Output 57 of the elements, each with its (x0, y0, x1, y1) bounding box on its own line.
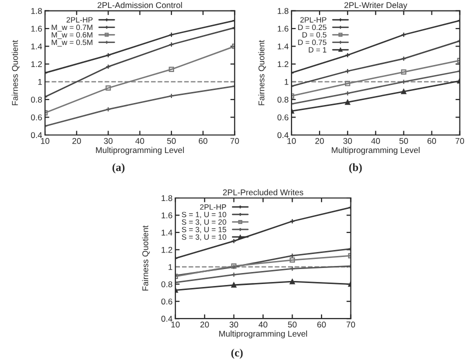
y-tick-label: 1.4 (278, 44, 288, 50)
x-tick-label: 40 (135, 138, 144, 144)
y-tick-label: 0.6 (30, 114, 42, 120)
x-tick-label: 40 (371, 138, 380, 144)
y-tick-label: 1.8 (278, 8, 288, 14)
x-tick-label: 20 (72, 138, 81, 144)
y-tick-label: 0.4 (277, 132, 288, 138)
y-tick-label: 0.8 (161, 281, 172, 288)
x-tick-label: 10 (288, 138, 296, 144)
x-tick-label: 10 (171, 322, 180, 328)
y-axis-title: Fairness Quotient (258, 40, 266, 106)
x-axis-title: Multiprogramming Level (96, 146, 184, 155)
y-axis-title: Fairness Quotient (142, 225, 150, 290)
chart-title: 2PL-Writer Delay (344, 2, 408, 10)
text: (b) (349, 163, 362, 174)
x-tick-label: 30 (104, 138, 113, 144)
x-tick-label: 70 (346, 322, 356, 328)
text: (c) (231, 348, 243, 359)
x-axis-title: Multiprogramming Level (332, 146, 420, 155)
y-tick-label: 1.6 (31, 26, 42, 32)
x-tick-label: 50 (288, 322, 297, 328)
y-tick-label: 1.2 (31, 61, 42, 68)
y-tick-label: 0.4 (30, 132, 42, 138)
x-tick-label: 70 (230, 138, 239, 144)
x-tick-label: 70 (456, 138, 464, 144)
chart-title: 2PL-Precluded Writes (223, 189, 304, 196)
y-tick-label: 1 (168, 264, 172, 270)
x-tick-label: 60 (198, 138, 208, 144)
y-tick-label: 0.4 (161, 316, 172, 322)
y-tick-label: 0.8 (30, 96, 42, 103)
y-tick-label: 1.8 (162, 195, 172, 202)
y-tick-label: 1.6 (278, 26, 288, 32)
x-tick-label: 60 (428, 138, 436, 144)
y-tick-label: 1.2 (278, 61, 288, 68)
x-tick-label: 40 (258, 322, 268, 328)
x-tick-label: 50 (167, 138, 176, 144)
y-axis-title: Fairness Quotient (12, 40, 20, 106)
y-tick-label: 1.4 (162, 230, 172, 236)
y-tick-label: 1.8 (31, 8, 42, 14)
x-tick-label: 20 (315, 138, 324, 144)
x-tick-label: 10 (41, 138, 50, 144)
y-tick-label: 0.6 (277, 114, 288, 120)
x-tick-label: 50 (399, 138, 408, 144)
text: (a) (112, 163, 124, 174)
y-tick-label: 1.4 (31, 44, 42, 50)
y-tick-label: 1 (38, 79, 42, 85)
x-tick-label: 20 (200, 322, 209, 328)
y-tick-label: 1 (284, 79, 288, 85)
y-tick-label: 1.6 (162, 212, 172, 218)
y-tick-label: 0.6 (161, 298, 172, 304)
chart-title: 2PL-Admission Control (98, 2, 182, 8)
x-axis-title: Multiprogramming Level (219, 330, 307, 338)
y-tick-label: 0.8 (277, 96, 288, 103)
x-tick-label: 30 (343, 138, 352, 144)
x-tick-label: 30 (230, 322, 238, 328)
y-tick-label: 1.2 (162, 246, 172, 253)
x-tick-label: 60 (317, 322, 326, 328)
